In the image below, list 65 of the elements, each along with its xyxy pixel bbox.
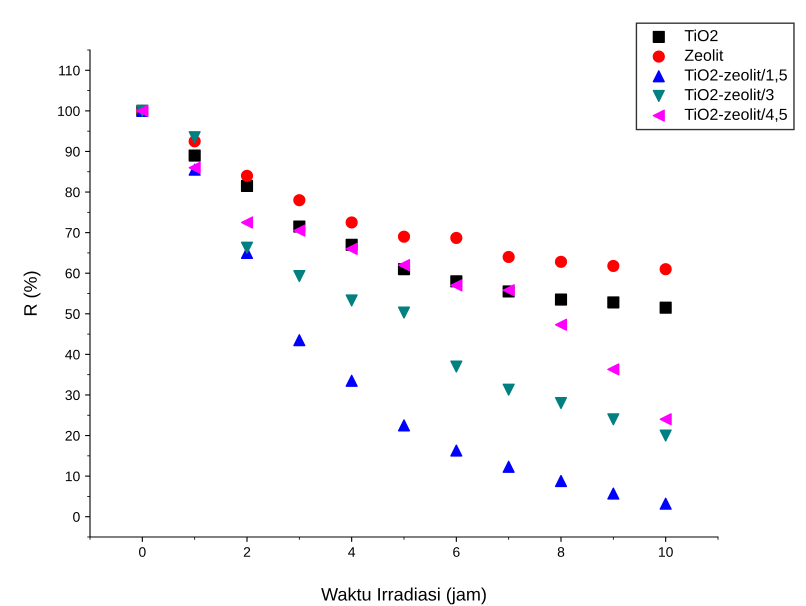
point bbox=[293, 224, 306, 237]
point bbox=[240, 216, 254, 229]
y-tick-label: 0 bbox=[73, 512, 80, 522]
y-tick-label: 100 bbox=[58, 106, 80, 116]
point bbox=[240, 242, 254, 254]
legend-label: TiO2-zeolit/1,5 bbox=[684, 68, 787, 83]
point bbox=[502, 460, 515, 473]
y-tick-label: 70 bbox=[66, 228, 80, 238]
y-tick-label: 90 bbox=[65, 146, 80, 157]
point bbox=[398, 259, 410, 272]
point bbox=[660, 263, 672, 276]
point bbox=[450, 360, 462, 373]
y-axis-title: R (%) bbox=[24, 272, 40, 316]
point bbox=[660, 413, 672, 426]
legend-label: TiO2 bbox=[684, 30, 718, 42]
point bbox=[554, 474, 568, 488]
point bbox=[293, 334, 306, 346]
point bbox=[188, 149, 201, 162]
point bbox=[450, 232, 462, 244]
x-tick-label: 8 bbox=[558, 547, 564, 557]
legend-label: Zeolit bbox=[684, 49, 724, 61]
point bbox=[607, 488, 620, 500]
y-tick-label: 60 bbox=[66, 268, 80, 278]
point bbox=[607, 260, 620, 272]
point bbox=[607, 413, 620, 426]
point bbox=[398, 419, 410, 432]
point bbox=[502, 250, 515, 264]
point bbox=[554, 256, 568, 268]
point bbox=[346, 242, 358, 255]
y-tick-label: 110 bbox=[59, 66, 80, 76]
point bbox=[398, 230, 410, 243]
x-tick-label: 0 bbox=[139, 547, 146, 557]
point bbox=[398, 306, 410, 319]
point bbox=[450, 279, 462, 292]
point bbox=[293, 270, 306, 282]
point bbox=[240, 180, 254, 192]
point bbox=[607, 363, 620, 376]
y-tick-label: 50 bbox=[65, 309, 80, 319]
point bbox=[554, 294, 568, 306]
point bbox=[502, 384, 515, 396]
legend-label: TiO2-zeolit/3 bbox=[684, 88, 774, 100]
point bbox=[346, 294, 358, 306]
x-tick-label: 6 bbox=[453, 547, 460, 557]
y-tick-label: 40 bbox=[65, 350, 80, 360]
point bbox=[240, 170, 254, 182]
y-tick-label: 20 bbox=[66, 430, 80, 441]
point bbox=[554, 397, 568, 410]
point bbox=[660, 498, 672, 510]
point bbox=[450, 444, 462, 457]
y-tick-label: 30 bbox=[65, 390, 80, 400]
y-tick-label: 80 bbox=[65, 187, 80, 198]
point bbox=[293, 194, 306, 206]
x-tick-label: 10 bbox=[659, 547, 673, 557]
point bbox=[188, 131, 201, 144]
point bbox=[554, 318, 568, 331]
x-tick-label: 4 bbox=[348, 547, 356, 557]
y-tick-label: 10 bbox=[66, 471, 80, 482]
point bbox=[660, 429, 672, 442]
point bbox=[660, 302, 672, 314]
point bbox=[346, 216, 358, 229]
x-axis-title: Waktu Irradiasi (jam) bbox=[321, 587, 486, 604]
x-tick-label: 2 bbox=[244, 547, 250, 557]
legend-label: TiO2-zeolit/4,5 bbox=[684, 108, 787, 122]
point bbox=[607, 296, 620, 308]
point bbox=[346, 374, 358, 387]
